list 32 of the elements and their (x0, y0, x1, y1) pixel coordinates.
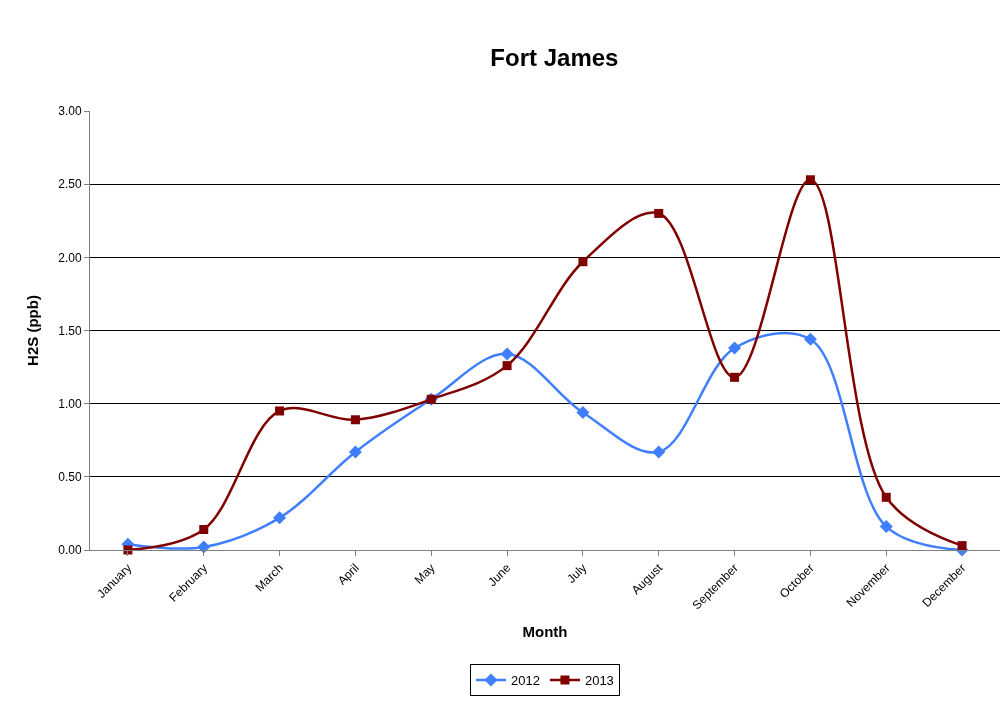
point (879, 520, 893, 534)
point (728, 341, 742, 355)
y-tick-label: 2.50 (58, 177, 82, 192)
legend-label: 2013 (584, 673, 614, 689)
x-tick-label: July (564, 560, 590, 586)
y-tick-label: 1.50 (58, 323, 82, 338)
x-axis-title: Month (522, 623, 568, 641)
chart-title: Fort James (490, 44, 619, 72)
point (273, 511, 287, 525)
y-axis-title: H2S (ppb) (24, 295, 42, 366)
legend-label: 2012 (511, 673, 540, 689)
y-tick-label: 1.00 (58, 396, 82, 411)
point (502, 361, 512, 371)
x-tick-label: May (411, 560, 438, 587)
point (957, 541, 967, 551)
point (275, 406, 285, 416)
point (199, 525, 209, 535)
point (654, 208, 664, 218)
point (500, 347, 514, 361)
point (576, 405, 590, 419)
point (652, 445, 666, 459)
y-tick-label: 2.00 (58, 250, 82, 265)
y-tick-label: 3.00 (58, 104, 82, 119)
point (348, 445, 362, 459)
y-tick-label: 0.00 (58, 543, 82, 558)
y-tick-label: 0.50 (58, 470, 82, 485)
point (805, 175, 815, 185)
point (350, 415, 360, 425)
point (730, 372, 740, 382)
point (803, 332, 817, 346)
point (578, 257, 588, 267)
point (881, 492, 891, 502)
